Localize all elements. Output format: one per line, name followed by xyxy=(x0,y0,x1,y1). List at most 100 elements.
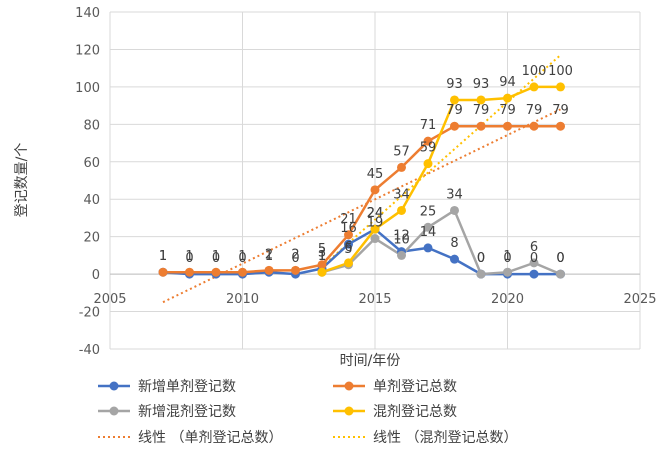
data-label: 12 xyxy=(393,229,410,244)
data-point xyxy=(423,136,433,146)
trendlines xyxy=(162,54,562,304)
y-tick-label: -20 xyxy=(79,306,100,321)
data-label: 0 xyxy=(556,251,564,266)
data-point xyxy=(317,260,327,270)
data-point xyxy=(503,121,512,131)
data-label: 6 xyxy=(530,240,538,255)
data-label: 19 xyxy=(367,216,384,231)
data-label: 0 xyxy=(530,251,538,266)
legend-label: 新增混剂登记数 xyxy=(138,404,236,420)
data-label: 79 xyxy=(526,103,543,118)
data-label: 57 xyxy=(393,144,410,159)
data-label: 0 xyxy=(556,251,564,266)
data-point xyxy=(450,254,459,264)
data-point xyxy=(211,267,221,277)
data-label: 1 xyxy=(159,249,167,264)
data-label: 0 xyxy=(212,251,220,266)
data-point xyxy=(344,258,353,268)
legend-label: 单剂登记总数 xyxy=(373,379,457,395)
data-label: 8 xyxy=(450,236,458,251)
data-label: 100 xyxy=(548,64,573,79)
data-label: 100 xyxy=(522,64,547,79)
data-point xyxy=(503,267,512,277)
y-tick-label: 0 xyxy=(92,268,100,283)
data-point xyxy=(529,121,539,131)
series-line xyxy=(321,85,561,274)
data-label: 1 xyxy=(212,249,220,264)
y-tick-label: 140 xyxy=(75,6,100,21)
y-tick-label: 120 xyxy=(75,43,100,58)
series-markers xyxy=(158,82,565,279)
data-label: 71 xyxy=(420,118,437,133)
data-label: 1 xyxy=(185,249,193,264)
data-label: 79 xyxy=(499,103,516,118)
data-point xyxy=(423,222,433,232)
x-tick-label: 2015 xyxy=(358,292,391,307)
data-label: 45 xyxy=(367,167,384,182)
legend-swatch-marker xyxy=(344,381,354,391)
x-axis-title: 时间/年份 xyxy=(340,353,401,369)
data-point xyxy=(397,205,406,215)
data-point xyxy=(529,269,539,279)
data-point xyxy=(450,205,459,215)
data-label: 34 xyxy=(446,187,463,202)
series-line xyxy=(321,209,561,276)
x-tick-label: 2010 xyxy=(226,292,259,307)
data-label: 0 xyxy=(238,251,246,266)
legend-swatch-marker xyxy=(344,406,354,416)
data-label: 1 xyxy=(238,249,246,264)
y-tick-label: -40 xyxy=(79,343,100,358)
data-label: 24 xyxy=(367,206,384,221)
y-axis-title: 登记数量/个 xyxy=(14,143,30,218)
data-point xyxy=(556,269,565,279)
y-tick-label: 20 xyxy=(83,231,100,246)
data-label: 93 xyxy=(446,77,463,92)
data-label: 59 xyxy=(420,141,437,156)
data-label: 2 xyxy=(291,247,299,262)
data-label: 34 xyxy=(393,187,410,202)
y-tick-label: 60 xyxy=(83,156,100,171)
legend-label: 线性 （混剂登记总数） xyxy=(373,430,517,446)
y-tick-label: 40 xyxy=(83,193,100,208)
data-point xyxy=(264,265,274,275)
data-point xyxy=(476,269,486,279)
legend-label: 混剂登记总数 xyxy=(373,404,457,420)
data-point xyxy=(238,267,247,277)
trendline xyxy=(162,108,561,304)
data-label: 1 xyxy=(159,249,167,264)
data-point xyxy=(529,258,539,268)
data-point xyxy=(556,82,565,92)
data-point xyxy=(503,93,512,103)
data-point xyxy=(397,250,406,260)
data-label: 0 xyxy=(477,251,485,266)
data-point xyxy=(423,243,433,253)
data-label: 25 xyxy=(420,204,437,219)
data-label: 6 xyxy=(344,240,352,255)
data-label: 0 xyxy=(503,251,511,266)
legend-swatch-marker xyxy=(109,381,119,391)
data-label: 21 xyxy=(340,212,357,227)
data-label: 79 xyxy=(446,103,463,118)
x-tick-label: 2005 xyxy=(93,292,126,307)
data-point xyxy=(370,224,380,234)
data-point xyxy=(185,267,194,277)
data-point xyxy=(423,159,433,169)
data-point xyxy=(476,95,486,105)
data-point xyxy=(397,162,406,172)
data-label: 1 xyxy=(318,249,326,264)
series-lines xyxy=(162,85,561,276)
data-point xyxy=(450,121,459,131)
data-label: 0 xyxy=(477,251,485,266)
data-point xyxy=(344,239,353,249)
data-label: 3 xyxy=(318,245,326,260)
data-label: 93 xyxy=(473,77,490,92)
trendline xyxy=(321,54,562,268)
x-tick-label: 2025 xyxy=(623,292,656,307)
data-label: 16 xyxy=(340,221,357,236)
legend-label: 线性 （单剂登记总数） xyxy=(138,430,282,446)
data-label: 94 xyxy=(499,75,516,90)
